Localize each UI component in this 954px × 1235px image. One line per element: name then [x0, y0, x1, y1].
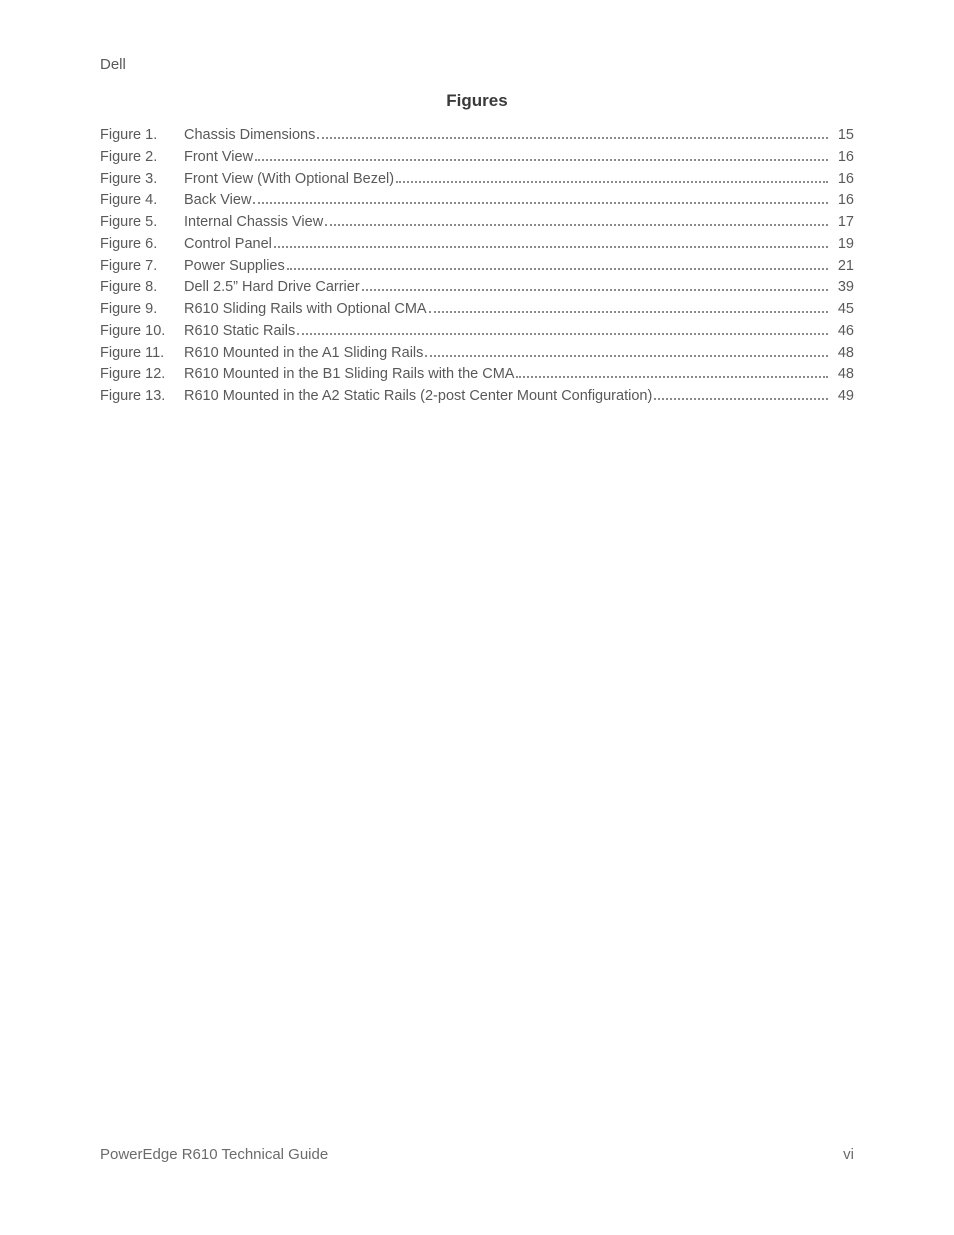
toc-label: Figure 6. [100, 234, 184, 256]
toc-label: Figure 10. [100, 321, 184, 343]
toc-row: Figure 4.Back View 16 [100, 190, 854, 212]
toc-label: Figure 7. [100, 256, 184, 278]
toc-row: Figure 5.Internal Chassis View 17 [100, 212, 854, 234]
toc-page: 45 [832, 299, 854, 321]
toc-label: Figure 2. [100, 147, 184, 169]
toc-page: 16 [832, 190, 854, 212]
toc-row: Figure 1.Chassis Dimensions 15 [100, 125, 854, 147]
toc-row: Figure 8.Dell 2.5” Hard Drive Carrier 39 [100, 277, 854, 299]
toc-leader-dots [396, 169, 828, 182]
toc-page: 19 [832, 234, 854, 256]
toc-page: 16 [832, 169, 854, 191]
toc-page: 48 [832, 364, 854, 386]
toc-title: Back View [184, 190, 251, 212]
toc-title: Front View (With Optional Bezel) [184, 169, 394, 191]
toc-title: Control Panel [184, 234, 272, 256]
page-title: Figures [100, 91, 854, 111]
page-footer: PowerEdge R610 Technical Guide vi [100, 1146, 854, 1163]
toc-title: R610 Sliding Rails with Optional CMA [184, 299, 427, 321]
toc-page: 21 [832, 256, 854, 278]
toc-page: 39 [832, 277, 854, 299]
figures-toc: Figure 1.Chassis Dimensions15Figure 2.Fr… [100, 125, 854, 408]
toc-title: Dell 2.5” Hard Drive Carrier [184, 277, 360, 299]
toc-label: Figure 5. [100, 212, 184, 234]
page: Dell Figures Figure 1.Chassis Dimensions… [0, 0, 954, 1235]
toc-title: Power Supplies [184, 256, 285, 278]
toc-row: Figure 7.Power Supplies 21 [100, 256, 854, 278]
toc-row: Figure 11.R610 Mounted in the A1 Sliding… [100, 343, 854, 365]
toc-leader-dots [516, 365, 828, 378]
toc-leader-dots [654, 387, 828, 400]
header-brand: Dell [100, 56, 854, 73]
toc-leader-dots [297, 322, 828, 335]
toc-page: 16 [832, 147, 854, 169]
toc-row: Figure 9.R610 Sliding Rails with Optiona… [100, 299, 854, 321]
toc-leader-dots [325, 213, 828, 226]
toc-title: Front View [184, 147, 253, 169]
toc-leader-dots [317, 126, 828, 139]
footer-page-number: vi [843, 1146, 854, 1163]
toc-label: Figure 8. [100, 277, 184, 299]
toc-label: Figure 3. [100, 169, 184, 191]
toc-row: Figure 13.R610 Mounted in the A2 Static … [100, 386, 854, 408]
toc-label: Figure 4. [100, 190, 184, 212]
toc-title: R610 Mounted in the A1 Sliding Rails [184, 343, 423, 365]
toc-leader-dots [255, 148, 828, 161]
toc-label: Figure 9. [100, 299, 184, 321]
toc-leader-dots [274, 235, 828, 248]
toc-label: Figure 1. [100, 125, 184, 147]
toc-page: 15 [832, 125, 854, 147]
footer-doc-title: PowerEdge R610 Technical Guide [100, 1146, 328, 1163]
toc-row: Figure 10.R610 Static Rails 46 [100, 321, 854, 343]
toc-leader-dots [253, 191, 828, 204]
toc-title: Chassis Dimensions [184, 125, 315, 147]
toc-row: Figure 6.Control Panel 19 [100, 234, 854, 256]
toc-label: Figure 11. [100, 343, 184, 365]
toc-page: 46 [832, 321, 854, 343]
toc-leader-dots [429, 300, 828, 313]
toc-row: Figure 2.Front View 16 [100, 147, 854, 169]
toc-title: R610 Static Rails [184, 321, 295, 343]
toc-page: 17 [832, 212, 854, 234]
toc-row: Figure 3.Front View (With Optional Bezel… [100, 169, 854, 191]
toc-page: 48 [832, 343, 854, 365]
toc-leader-dots [287, 256, 828, 269]
toc-row: Figure 12.R610 Mounted in the B1 Sliding… [100, 364, 854, 386]
toc-leader-dots [362, 278, 828, 291]
toc-label: Figure 12. [100, 364, 184, 386]
toc-leader-dots [425, 343, 828, 356]
toc-label: Figure 13. [100, 386, 184, 408]
toc-title: Internal Chassis View [184, 212, 323, 234]
toc-page: 49 [832, 386, 854, 408]
toc-title: R610 Mounted in the A2 Static Rails (2-p… [184, 386, 652, 408]
toc-title: R610 Mounted in the B1 Sliding Rails wit… [184, 364, 514, 386]
